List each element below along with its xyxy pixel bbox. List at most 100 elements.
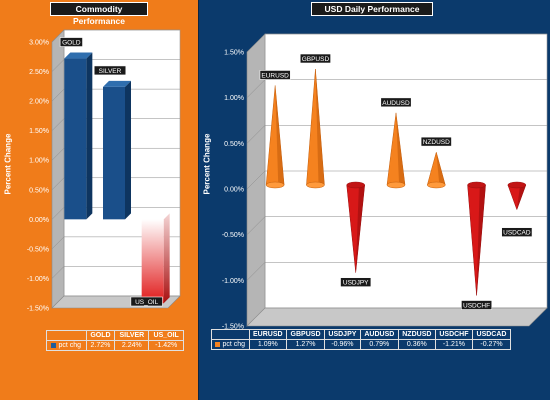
usd-gridline bbox=[246, 216, 547, 235]
commodity-panel: Commodity Performance Percent Change 3.0… bbox=[0, 0, 198, 400]
table-value-audusd: 0.79% bbox=[359, 339, 399, 350]
usd-chart-title: USD Daily Performance bbox=[311, 2, 433, 16]
commodity-y-tick-label: 0.00% bbox=[29, 217, 49, 224]
table-value-usdcad: -0.27% bbox=[471, 339, 512, 350]
cone-base-usdjpy bbox=[346, 181, 365, 189]
table-value-gold: 2.72% bbox=[85, 340, 116, 351]
usd-gridline bbox=[246, 170, 547, 190]
cone-base-gbpusd bbox=[306, 181, 325, 189]
callout-box-nzdusd bbox=[420, 136, 452, 147]
table-header-silver: SILVER bbox=[114, 330, 150, 341]
usd-chart: 1.50% 1.00% 0.50% 0.00% -0.50% -1.00% -1.50% EU… bbox=[222, 33, 548, 331]
cone-shade-usdjpy bbox=[355, 185, 365, 273]
table-value-nzdusd: 0.36% bbox=[397, 339, 436, 350]
commodity-y-tick-label: 3.00% bbox=[29, 40, 49, 47]
bar-side-silver bbox=[125, 80, 131, 220]
callout-box-usdcad bbox=[501, 227, 533, 237]
legend-swatch bbox=[215, 341, 221, 347]
commodity-gridline bbox=[51, 118, 180, 131]
commodity-gridline bbox=[51, 295, 180, 309]
cone-shade-usdchf bbox=[476, 185, 486, 296]
usd-y-tick-label: -0.50% bbox=[222, 232, 244, 239]
usd-floor bbox=[246, 307, 548, 327]
usd-gridline bbox=[246, 33, 547, 53]
table-header-gbpusd: GBPUSD bbox=[286, 329, 325, 340]
commodity-y-tick-label: -1.00% bbox=[27, 276, 49, 283]
callout-label-silver: SILVER bbox=[99, 68, 122, 75]
table-header-us-oil: US_OIL bbox=[148, 330, 184, 341]
callout-box-usdchf bbox=[461, 300, 493, 310]
callout-label-gbpusd: GBPUSD bbox=[302, 56, 330, 63]
callout-box-us-oil bbox=[130, 296, 163, 307]
commodity-y-tick-label: 2.50% bbox=[29, 69, 49, 76]
table-value-usdjpy: -0.96% bbox=[324, 339, 361, 350]
commodity-gridline bbox=[51, 177, 180, 190]
cone-base-audusd bbox=[386, 181, 406, 189]
usd-y-tick-label: -1.00% bbox=[222, 278, 244, 285]
cone-shade-audusd bbox=[396, 112, 405, 186]
callout-box-gbpusd bbox=[299, 53, 331, 64]
bar-gold bbox=[64, 58, 87, 220]
bar-us-oil bbox=[141, 219, 164, 304]
callout-label-us-oil: US_OIL bbox=[135, 299, 159, 306]
cone-shade-usdcad bbox=[516, 185, 526, 210]
callout-box-gold bbox=[59, 37, 83, 47]
usd-y-tick-label: 1.50% bbox=[224, 50, 244, 57]
callout-label-usdchf: USDCHF bbox=[463, 303, 490, 310]
cone-shade-gbpusd bbox=[315, 69, 325, 186]
usd-gridline bbox=[246, 307, 547, 327]
table-header-usdchf: USDCHF bbox=[434, 329, 473, 340]
commodity-gridline bbox=[51, 207, 180, 220]
table-header-audusd: AUDUSD bbox=[359, 329, 399, 340]
commodity-data-table: GOLD SILVER US_OIL pct chg 2.72% 2.24% -… bbox=[46, 330, 184, 351]
bar-top-silver bbox=[103, 80, 131, 87]
table-header-eurusd: EURUSD bbox=[248, 329, 288, 340]
commodity-chart: 3.00% 2.50% 2.00% 1.50% 1.00% 0.50% 0.00% -0.50… bbox=[27, 29, 181, 313]
table-series-name: pct chg bbox=[46, 340, 87, 351]
cone-shade-nzdusd bbox=[436, 152, 446, 186]
table-series-name: pct chg bbox=[211, 339, 250, 350]
table-value-silver: 2.24% bbox=[114, 340, 150, 351]
commodity-gridline bbox=[51, 59, 180, 72]
table-value-usdchf: -1.21% bbox=[434, 339, 473, 350]
usd-y-tick-label: 0.00% bbox=[224, 187, 244, 194]
bar-side-gold bbox=[86, 52, 93, 220]
commodity-gridline bbox=[51, 236, 180, 250]
usd-gridline bbox=[246, 262, 547, 281]
bar-top-gold bbox=[64, 52, 93, 59]
usd-gridline bbox=[246, 125, 547, 144]
callout-label-usdjpy: USDJPY bbox=[343, 280, 369, 287]
cone-base-eurusd bbox=[265, 181, 285, 189]
commodity-gridline bbox=[51, 147, 180, 161]
commodity-y-tick-label: -0.50% bbox=[27, 246, 49, 253]
usd-y-tick-label: -1.50% bbox=[222, 324, 244, 331]
callout-label-usdcad: USDCAD bbox=[503, 230, 531, 237]
bar-side-us-oil bbox=[163, 213, 170, 304]
commodity-gridline bbox=[51, 266, 180, 279]
table-header-nzdusd: NZDUSD bbox=[397, 329, 436, 340]
callout-label-gold: GOLD bbox=[62, 40, 81, 47]
table-value-us-oil: -1.42% bbox=[148, 340, 184, 351]
bar-silver bbox=[103, 86, 125, 220]
table-value-gbpusd: 1.27% bbox=[286, 339, 325, 350]
legend-swatch bbox=[51, 342, 57, 348]
commodity-y-tick-label: 1.50% bbox=[29, 128, 49, 135]
callout-box-usdjpy bbox=[340, 277, 372, 287]
callout-label-eurusd: EURUSD bbox=[261, 72, 289, 79]
callout-label-audusd: AUDUSD bbox=[382, 100, 410, 107]
table-value-eurusd: 1.09% bbox=[248, 339, 288, 350]
commodity-y-tick-label: 0.50% bbox=[29, 187, 49, 194]
table-corner bbox=[46, 330, 87, 341]
usd-y-tick-label: 0.50% bbox=[224, 141, 244, 148]
cone-base-usdcad bbox=[507, 181, 527, 189]
table-header-gold: GOLD bbox=[85, 330, 116, 341]
table-header-usdjpy: USDJPY bbox=[324, 329, 361, 340]
cone-base-nzdusd bbox=[427, 181, 446, 189]
commodity-gridline bbox=[51, 29, 180, 43]
usd-panel: USD Daily Performance Percent Change 1.5… bbox=[198, 0, 550, 400]
table-corner bbox=[211, 329, 250, 340]
usd-data-table: EURUSD GBPUSD USDJPY AUDUSD NZDUSD USDCH… bbox=[211, 329, 512, 350]
commodity-gridline bbox=[51, 88, 180, 102]
callout-box-silver bbox=[93, 65, 127, 76]
commodity-side-wall bbox=[51, 29, 65, 309]
